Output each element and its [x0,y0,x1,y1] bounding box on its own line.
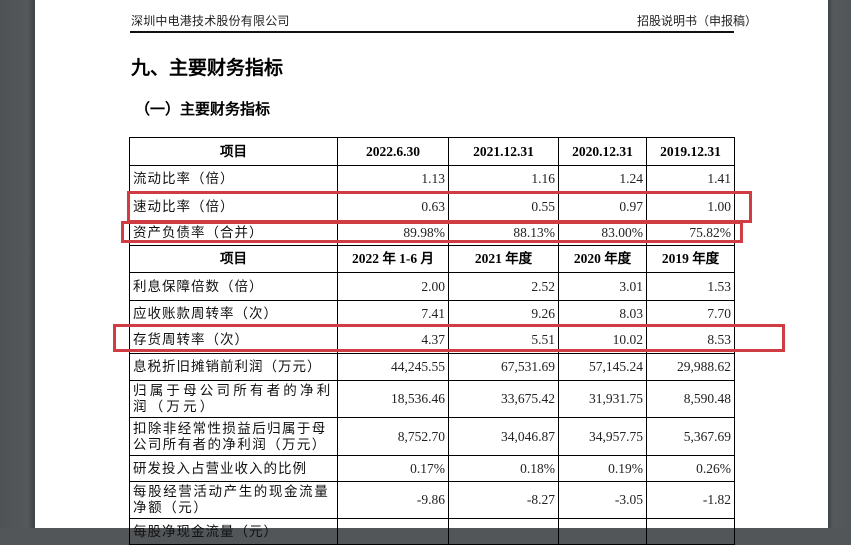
header-cell: 2021.12.31 [448,137,559,166]
row-value: 0.97 [558,192,647,221]
row-value: 5.51 [448,326,559,354]
row-value: 34,957.75 [558,417,647,456]
row-value: -9.86 [337,481,449,519]
row-value: 57,145.24 [558,353,647,381]
table-row: 存货周转率（次） 4.37 5.51 10.02 8.53 [129,326,735,354]
header-cell: 2020 年度 [558,245,647,273]
row-value: 7.41 [337,300,449,327]
running-header-doc-type: 招股说明书（申报稿） [636,14,757,28]
row-value: 88.13% [448,220,559,246]
row-label: 存货周转率（次） [129,326,338,354]
row-value: 1.41 [646,165,735,193]
header-cell: 2022 年 1-6 月 [337,245,449,273]
row-label: 每股经营活动产生的现金流量净额（元） [129,481,338,519]
row-value: 75.82% [646,220,735,246]
subsection-title: （一）主要财务指标 [135,100,271,118]
table-header-row-period: 项目 2022 年 1-6 月 2021 年度 2020 年度 2019 年度 [129,245,735,273]
table-row: 研发投入占营业收入的比例 0.17% 0.18% 0.19% 0.26% [129,455,735,482]
row-value: 8.53 [646,326,735,354]
section-title: 九、主要财务指标 [131,57,284,79]
row-label: 流动比率（倍） [129,165,338,193]
row-value: 67,531.69 [448,353,559,381]
row-value [558,518,647,545]
row-label: 研发投入占营业收入的比例 [129,455,338,482]
row-value: 29,988.62 [646,353,735,381]
viewer-background-left [0,0,35,528]
row-value: 18,536.46 [337,380,449,418]
table-row: 扣除非经常性损益后归属于母公司所有者的净利润（万元） 8,752.70 34,0… [129,417,735,456]
financial-indicators-table: 项目 2022.6.30 2021.12.31 2020.12.31 2019.… [129,137,735,545]
row-value: 1.24 [558,165,647,193]
row-value: 1.53 [646,272,735,301]
table-row: 息税折旧摊销前利润（万元） 44,245.55 67,531.69 57,145… [129,353,735,381]
row-value: 0.55 [448,192,559,221]
header-cell: 2020.12.31 [558,137,647,166]
row-value: 0.18% [448,455,559,482]
row-label: 每股净现金流量（元） [129,518,338,545]
header-cell: 2019 年度 [646,245,735,273]
row-value: 0.26% [646,455,735,482]
row-value: 1.16 [448,165,559,193]
row-value: 31,931.75 [558,380,647,418]
table-row: 资产负债率（合并） 89.98% 88.13% 83.00% 75.82% [129,220,735,246]
row-value: 1.13 [337,165,449,193]
table-row: 利息保障倍数（倍） 2.00 2.52 3.01 1.53 [129,272,735,301]
row-value: 0.63 [337,192,449,221]
header-cell: 2022.6.30 [337,137,449,166]
row-value: 0.17% [337,455,449,482]
header-cell: 2021 年度 [448,245,559,273]
row-value: 5,367.69 [646,417,735,456]
table-row: 流动比率（倍） 1.13 1.16 1.24 1.41 [129,165,735,193]
row-value: 3.01 [558,272,647,301]
row-value: 44,245.55 [337,353,449,381]
row-value: 4.37 [337,326,449,354]
row-value: 8,752.70 [337,417,449,456]
running-header-company: 深圳中电港技术股份有限公司 [131,14,290,28]
row-value: 34,046.87 [448,417,559,456]
header-cell: 2019.12.31 [646,137,735,166]
row-value: 7.70 [646,300,735,327]
row-label: 速动比率（倍） [129,192,338,221]
row-value: 10.02 [558,326,647,354]
row-value: 89.98% [337,220,449,246]
row-value: -8.27 [448,481,559,519]
table-row: 速动比率（倍） 0.63 0.55 0.97 1.00 [129,192,735,221]
row-value: 8,590.48 [646,380,735,418]
row-label: 资产负债率（合并） [129,220,338,246]
row-value: 1.00 [646,192,735,221]
viewer-scrollbar-area[interactable] [828,0,851,528]
row-label: 利息保障倍数（倍） [129,272,338,301]
header-divider [130,31,734,33]
table-row: 归属于母公司所有者的净利润（万元） 18,536.46 33,675.42 31… [129,380,735,418]
table-row: 应收账款周转率（次） 7.41 9.26 8.03 7.70 [129,300,735,327]
row-value: 9.26 [448,300,559,327]
header-cell: 项目 [129,137,338,166]
row-value: 2.00 [337,272,449,301]
row-value [337,518,449,545]
row-value: 83.00% [558,220,647,246]
header-cell: 项目 [129,245,338,273]
row-value: 0.19% [558,455,647,482]
row-value: 33,675.42 [448,380,559,418]
row-value: -1.82 [646,481,735,519]
row-label: 应收账款周转率（次） [129,300,338,327]
table-header-row-balance: 项目 2022.6.30 2021.12.31 2020.12.31 2019.… [129,137,735,166]
row-label: 息税折旧摊销前利润（万元） [129,353,338,381]
row-value: 2.52 [448,272,559,301]
row-value [646,518,735,545]
document-page: 深圳中电港技术股份有限公司 招股说明书（申报稿） 九、主要财务指标 （一）主要财… [35,0,828,545]
row-value: 8.03 [558,300,647,327]
row-label: 归属于母公司所有者的净利润（万元） [129,380,338,418]
row-value: -3.05 [558,481,647,519]
table-row-partial: 每股净现金流量（元） [129,518,735,545]
table-row: 每股经营活动产生的现金流量净额（元） -9.86 -8.27 -3.05 -1.… [129,481,735,519]
row-value [448,518,559,545]
row-label: 扣除非经常性损益后归属于母公司所有者的净利润（万元） [129,417,338,456]
